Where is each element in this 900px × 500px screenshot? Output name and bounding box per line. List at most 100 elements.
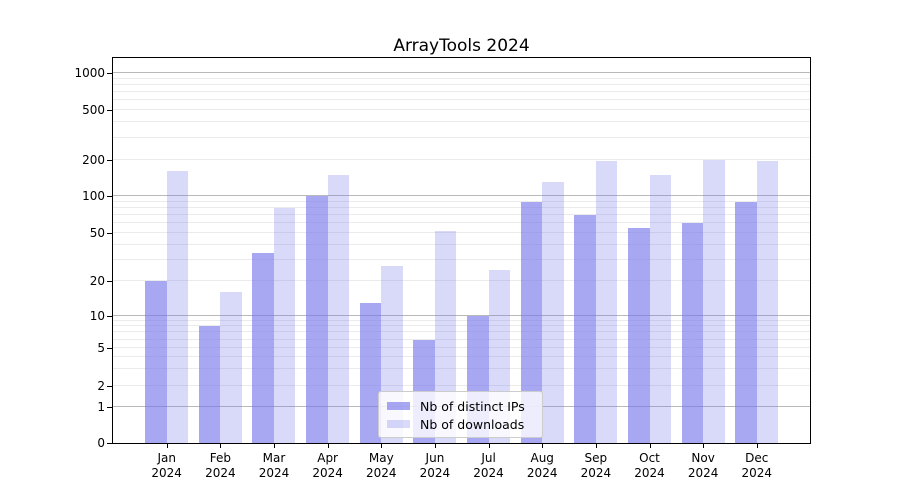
y-tick-mark	[107, 72, 112, 74]
x-tick-mark	[327, 444, 329, 448]
y-tick-mark	[107, 348, 112, 350]
gridline-minor	[113, 338, 810, 340]
legend-entry-downloads: Nb of downloads	[387, 415, 534, 433]
gridline-minor	[113, 108, 810, 110]
bar-distinct-ips	[520, 201, 543, 443]
bar-downloads	[327, 174, 350, 443]
bar-distinct-ips	[359, 302, 382, 443]
bar-downloads	[649, 174, 671, 443]
gridline-minor	[113, 99, 810, 101]
y-tick-label: 5	[97, 341, 105, 356]
bar-distinct-ips	[198, 326, 221, 443]
x-tick-mark	[756, 444, 758, 448]
bar-distinct-ips	[574, 215, 596, 443]
y-tick-mark	[107, 109, 112, 111]
legend-label-downloads: Nb of downloads	[420, 416, 525, 432]
bar-distinct-ips	[681, 223, 704, 443]
gridline-minor	[113, 121, 810, 123]
bar-downloads	[756, 161, 779, 443]
x-tick-mark	[488, 444, 490, 448]
y-tick-mark	[107, 315, 112, 317]
gridline-minor	[113, 243, 810, 245]
gridline-minor	[113, 200, 810, 202]
x-tick-label: Feb 2024	[205, 451, 236, 480]
bar-downloads	[273, 207, 296, 443]
bar-distinct-ips	[145, 281, 167, 443]
gridline-minor	[113, 77, 810, 79]
y-tick-mark	[107, 195, 112, 197]
x-tick-mark	[542, 444, 544, 448]
legend-label-distinct-ips: Nb of distinct IPs	[420, 398, 525, 414]
x-tick-label: Apr 2024	[312, 451, 343, 480]
gridline-minor	[113, 368, 810, 370]
bar-downloads	[542, 182, 564, 443]
x-tick-label: Aug 2024	[526, 451, 558, 480]
gridline-major	[113, 314, 810, 316]
legend-entry-distinct-ips: Nb of distinct IPs	[387, 397, 534, 415]
x-tick-label: May 2024	[365, 451, 397, 480]
downloads-swatch	[387, 420, 410, 428]
y-tick-label: 50	[89, 226, 105, 241]
x-tick-mark	[434, 444, 436, 448]
gridline-minor	[113, 325, 810, 327]
gridline-minor	[113, 91, 810, 92]
y-tick-label: 10	[89, 308, 105, 323]
y-tick-mark	[107, 281, 112, 283]
x-tick-mark	[166, 444, 168, 448]
bar-distinct-ips	[306, 195, 328, 443]
bar-downloads	[166, 171, 189, 443]
gridline-minor	[113, 222, 810, 224]
plot-area	[112, 57, 811, 444]
gridline-minor	[113, 259, 810, 261]
x-tick-mark	[703, 444, 705, 448]
gridline-major	[113, 71, 810, 73]
x-tick-mark	[595, 444, 597, 448]
y-tick-label: 0	[97, 436, 105, 450]
y-tick-label: 2	[97, 378, 105, 393]
bar-distinct-ips	[628, 228, 650, 443]
bar-downloads	[220, 292, 242, 443]
y-tick-label: 1000	[74, 65, 105, 80]
y-tick-mark	[107, 443, 112, 444]
x-tick-label: Oct 2024	[634, 451, 665, 480]
distinct-ips-swatch	[387, 402, 410, 410]
y-tick-label: 200	[82, 152, 105, 167]
x-tick-label: Dec 2024	[741, 451, 773, 480]
x-tick-mark	[220, 444, 222, 448]
y-tick-mark	[107, 159, 112, 161]
gridline-minor	[113, 280, 810, 282]
chart-title: ArrayTools 2024	[393, 36, 530, 56]
x-tick-label: Jul 2024	[473, 451, 504, 480]
bar-downloads	[703, 159, 725, 443]
gridline-major	[113, 194, 810, 196]
y-tick-mark	[107, 233, 112, 235]
x-tick-mark	[649, 444, 651, 448]
x-tick-label: Jan 2024	[151, 451, 182, 480]
x-tick-label: Mar 2024	[258, 451, 290, 480]
gridline-minor	[113, 347, 810, 349]
gridline-minor	[113, 384, 810, 386]
gridline-minor	[113, 136, 810, 138]
gridline-minor	[113, 232, 810, 234]
bar-downloads	[595, 161, 618, 443]
gridline-minor	[113, 206, 810, 208]
gridline-minor	[113, 214, 810, 216]
bar-distinct-ips	[735, 201, 757, 443]
bar-downloads	[434, 231, 457, 443]
y-tick-label: 20	[89, 274, 105, 289]
bar-distinct-ips	[252, 253, 274, 443]
legend: Nb of distinct IPs Nb of downloads	[378, 391, 543, 438]
gridline-minor	[113, 319, 810, 321]
x-tick-mark	[381, 444, 383, 448]
gridline-minor	[113, 356, 810, 358]
gridline-minor	[113, 158, 810, 160]
x-tick-label: Jun 2024	[419, 451, 451, 480]
gridline-minor	[113, 83, 810, 85]
x-tick-label: Nov 2024	[687, 451, 719, 480]
y-tick-label: 100	[82, 188, 105, 203]
y-tick-mark	[107, 385, 112, 387]
y-tick-label: 1	[97, 399, 105, 414]
x-tick-label: Sep 2024	[580, 451, 612, 480]
y-tick-mark	[107, 406, 112, 408]
